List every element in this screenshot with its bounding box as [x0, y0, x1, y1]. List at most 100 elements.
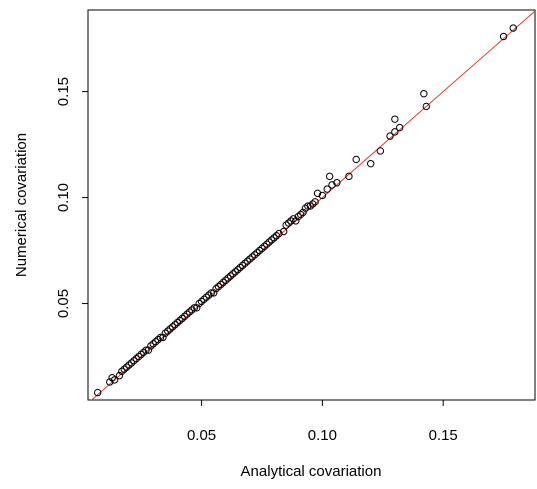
data-point [255, 246, 264, 255]
data-point [154, 335, 162, 344]
data-point [125, 361, 133, 369]
data-point [289, 215, 298, 223]
data-point [93, 388, 102, 397]
data-point [282, 221, 290, 229]
data-point [309, 200, 317, 208]
data-point [306, 202, 314, 210]
data-point [345, 172, 353, 181]
x-axis: 0.05 0.10 0.15 [187, 400, 458, 444]
data-point [251, 251, 259, 259]
data-point [301, 204, 310, 212]
data-point [202, 293, 211, 301]
data-point [222, 276, 230, 284]
data-point [178, 314, 186, 323]
data-point [108, 374, 116, 382]
data-point [193, 304, 201, 312]
data-point [391, 115, 399, 123]
data-point [267, 236, 276, 244]
data-point [207, 289, 215, 297]
data-point [263, 240, 271, 248]
data-point [115, 371, 124, 380]
x-tick-label: 0.05 [187, 427, 216, 444]
data-point [248, 253, 257, 261]
data-point [147, 342, 155, 350]
data-point [130, 357, 138, 365]
data-point [260, 242, 269, 251]
data-point [422, 102, 430, 111]
data-point [139, 348, 148, 357]
data-point [118, 367, 126, 376]
data-point [328, 181, 336, 189]
data-point [212, 285, 220, 293]
data-point [241, 259, 249, 267]
data-point [272, 232, 281, 240]
data-point [214, 282, 223, 291]
data-point [188, 306, 196, 314]
data-point [190, 304, 199, 312]
data-point [258, 244, 266, 253]
data-point [294, 212, 302, 221]
data-point [253, 248, 261, 257]
data-point [106, 378, 114, 386]
data-point [238, 261, 247, 270]
data-point [509, 24, 517, 32]
data-point [284, 219, 293, 227]
data-point [151, 338, 160, 346]
data-point [246, 255, 254, 263]
y-tick-label: 0.15 [55, 77, 72, 106]
data-point [311, 198, 319, 206]
data-point [110, 376, 119, 384]
y-axis: 0.05 0.10 0.15 [55, 77, 88, 318]
data-point [236, 263, 244, 272]
data-point [173, 318, 182, 327]
y-tick-label: 0.10 [55, 183, 72, 212]
data-point [156, 333, 165, 342]
data-point [352, 155, 360, 164]
data-point [142, 346, 150, 354]
x-tick-label: 0.15 [429, 427, 458, 444]
plot-frame [87, 9, 536, 401]
data-point [265, 238, 273, 246]
data-point [280, 227, 288, 236]
data-point [391, 128, 399, 136]
data-point [159, 333, 167, 342]
data-point [166, 325, 174, 333]
data-point [304, 202, 312, 210]
data-point [325, 172, 334, 181]
data-point [197, 297, 206, 306]
data-point [209, 289, 218, 297]
data-point [323, 185, 331, 193]
data-point [185, 308, 194, 316]
data-point [270, 234, 278, 242]
data-point [318, 191, 327, 200]
data-point [287, 217, 295, 225]
data-point [420, 90, 428, 98]
data-point [229, 270, 237, 278]
data-point [313, 189, 322, 198]
data-point [127, 359, 136, 367]
x-axis-title: Analytical covariation [241, 463, 382, 480]
data-point [366, 159, 375, 168]
data-point [132, 354, 141, 363]
data-point [226, 272, 235, 280]
data-point [275, 229, 283, 238]
data-point [224, 274, 232, 282]
data-point [180, 312, 189, 320]
y-axis-title: Numerical covariation [13, 133, 30, 277]
data-point [144, 346, 153, 354]
data-point [231, 268, 240, 276]
points-layer [93, 24, 517, 397]
data-point [120, 365, 128, 373]
data-point [171, 321, 179, 329]
data-point [296, 210, 305, 219]
data-point [386, 132, 394, 140]
data-point [234, 265, 242, 274]
data-point [299, 208, 307, 217]
data-point [149, 340, 157, 348]
data-point [243, 257, 252, 265]
data-point [217, 280, 225, 289]
data-point [135, 352, 143, 361]
data-point [376, 147, 385, 155]
data-point [137, 350, 145, 359]
